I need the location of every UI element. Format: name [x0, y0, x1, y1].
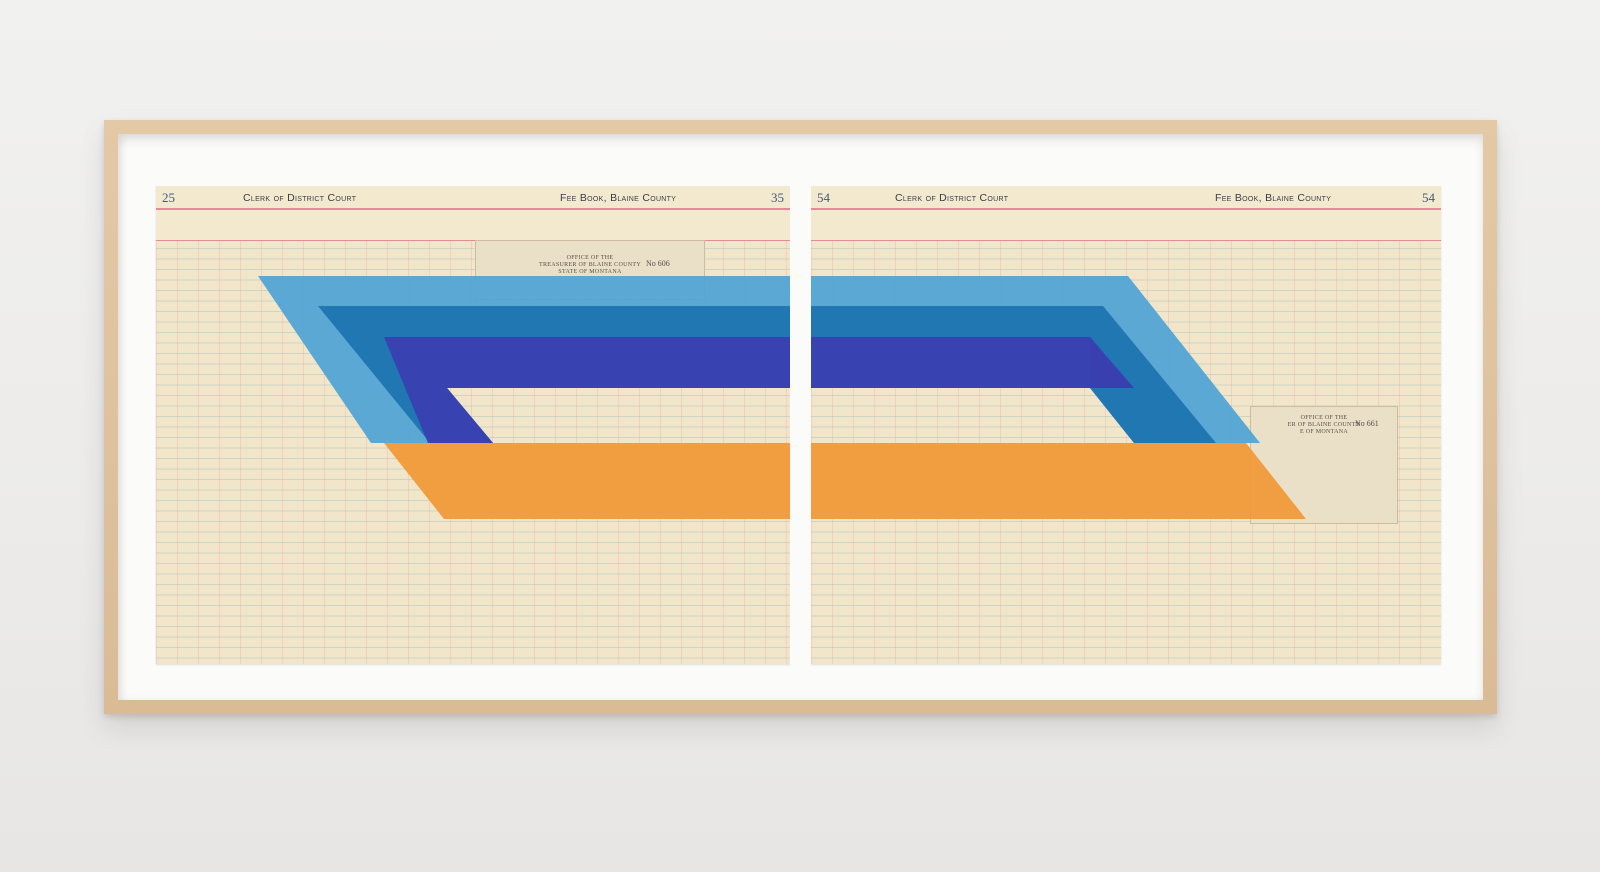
- header-left-title: Clerk of District Court: [895, 192, 1009, 204]
- page-number: 25: [162, 190, 175, 205]
- sheet-gap: [790, 186, 811, 664]
- painted-bands: [258, 186, 1306, 664]
- indigo-band-right-edge: [1090, 337, 1134, 388]
- sheet-header: 25 Clerk of District Court Fee Book, Bla…: [156, 186, 790, 210]
- orange-band: [384, 443, 1306, 519]
- receipt-number: No 606: [646, 259, 670, 268]
- receipt-line: STATE OF MONTANA: [558, 269, 622, 275]
- page-number: 54: [1422, 190, 1435, 205]
- page-number: 54: [817, 190, 830, 205]
- receipt-line: ER OF BLAINE COUNTY: [1287, 422, 1361, 428]
- mat-board: 25 Clerk of District Court Fee Book, Bla…: [118, 134, 1483, 700]
- sheet-header: 54 Clerk of District Court Fee Book, Bla…: [811, 186, 1441, 210]
- page-number: 35: [771, 190, 784, 205]
- header-right-title: Fee Book, Blaine County: [560, 192, 677, 204]
- column-headings: [811, 210, 1441, 241]
- receipt-line: OFFICE OF THE: [566, 255, 614, 261]
- receipt-number: No 661: [1355, 419, 1379, 428]
- receipt-line: TREASURER OF BLAINE COUNTY: [539, 262, 641, 268]
- picture-frame: 25 Clerk of District Court Fee Book, Bla…: [104, 120, 1497, 714]
- indigo-band: [384, 337, 1134, 443]
- header-left-title: Clerk of District Court: [243, 192, 357, 204]
- header-right-title: Fee Book, Blaine County: [1215, 192, 1332, 204]
- receipt-line: OFFICE OF THE: [1300, 415, 1348, 421]
- column-headings: [156, 210, 790, 241]
- receipt-line: E OF MONTANA: [1299, 429, 1349, 435]
